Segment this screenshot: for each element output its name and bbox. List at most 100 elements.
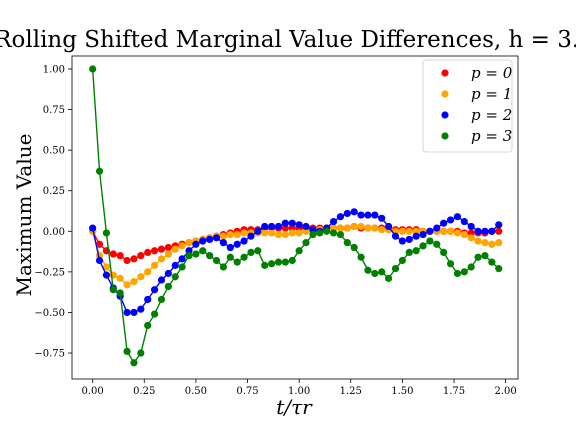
data-point <box>219 239 228 247</box>
data-point <box>185 239 193 247</box>
data-point <box>102 263 111 271</box>
data-point <box>467 222 475 231</box>
data-point <box>281 219 289 227</box>
data-point <box>164 269 172 278</box>
legend-label: p = 2 <box>471 106 512 124</box>
data-point <box>89 65 97 73</box>
legend-item: p = 1 <box>441 85 512 103</box>
data-point <box>212 256 221 265</box>
data-point <box>240 237 248 245</box>
data-point <box>109 286 117 294</box>
data-point <box>453 269 462 278</box>
data-point <box>178 242 186 250</box>
data-point <box>164 250 172 258</box>
data-point <box>116 274 124 282</box>
data-point <box>336 224 345 232</box>
data-point <box>268 260 276 268</box>
data-point <box>323 227 331 235</box>
data-point <box>384 222 393 231</box>
data-point <box>219 232 228 240</box>
data-point <box>488 240 496 248</box>
data-point <box>488 227 496 235</box>
data-point <box>281 230 289 239</box>
plot-frame <box>71 55 519 380</box>
legend-marker <box>441 111 449 119</box>
data-point <box>185 252 193 260</box>
data-point <box>233 230 241 239</box>
data-point <box>474 227 482 235</box>
x-tick-label: 0.50 <box>185 386 207 397</box>
data-point <box>199 247 207 255</box>
data-point <box>467 234 475 242</box>
data-point <box>233 258 241 266</box>
series-0 <box>89 222 503 265</box>
data-point <box>144 321 152 330</box>
data-point <box>171 245 179 253</box>
data-point <box>192 250 200 258</box>
data-point <box>460 268 468 276</box>
data-point <box>247 232 255 240</box>
data-point <box>157 255 166 263</box>
data-point <box>171 261 179 269</box>
data-point <box>350 208 358 216</box>
y-tick-label: −0.50 <box>34 308 65 319</box>
legend: p = 0 p = 1 p = 2 p = 3 <box>422 59 513 153</box>
data-point <box>95 256 104 265</box>
data-point <box>309 230 317 239</box>
legend-label: p = 1 <box>471 85 512 103</box>
data-point <box>274 222 283 231</box>
data-point <box>440 227 448 235</box>
data-point <box>412 247 420 255</box>
data-point <box>405 248 413 256</box>
y-tick-label: 0.50 <box>43 146 65 157</box>
legend-item: p = 3 <box>441 127 512 145</box>
data-point <box>316 229 324 237</box>
data-point <box>329 217 338 226</box>
data-point <box>384 274 393 282</box>
legend-item: p = 0 <box>441 64 513 82</box>
data-point <box>453 229 462 237</box>
legend-item: p = 2 <box>441 106 512 124</box>
data-point <box>371 211 379 219</box>
data-point <box>488 258 496 266</box>
data-point <box>164 282 172 291</box>
data-point <box>495 221 503 229</box>
y-tick-label: 0.75 <box>43 105 65 116</box>
data-point <box>130 255 138 263</box>
data-point <box>495 227 503 235</box>
data-point <box>364 266 372 274</box>
chart-title: Rolling Shifted Marginal Value Differenc… <box>0 27 576 53</box>
data-point <box>150 286 159 294</box>
data-point <box>288 229 296 237</box>
data-point <box>261 222 269 231</box>
data-point <box>378 214 386 222</box>
data-point <box>130 359 138 367</box>
data-point <box>254 247 262 255</box>
data-point <box>157 276 166 284</box>
data-point <box>343 209 351 218</box>
data-point <box>226 243 234 252</box>
legend-label: p = 0 <box>471 64 513 82</box>
data-point <box>123 308 131 317</box>
legend-marker <box>441 90 449 98</box>
y-tick-label: 0.25 <box>43 186 65 197</box>
data-point <box>350 222 358 231</box>
x-tick-label: 0.00 <box>82 386 104 397</box>
data-point <box>226 230 234 239</box>
data-point <box>95 167 104 175</box>
data-point <box>378 268 386 276</box>
data-point <box>446 216 455 224</box>
data-point <box>144 248 152 256</box>
data-point <box>130 308 138 317</box>
data-point <box>274 230 283 239</box>
data-point <box>302 222 310 231</box>
data-point <box>268 229 276 237</box>
data-point <box>150 310 159 318</box>
series-layer <box>89 65 503 367</box>
data-point <box>364 211 372 219</box>
data-point <box>226 253 234 261</box>
data-point <box>391 265 400 273</box>
x-tick-label: 1.00 <box>288 386 310 397</box>
data-point <box>426 237 434 245</box>
